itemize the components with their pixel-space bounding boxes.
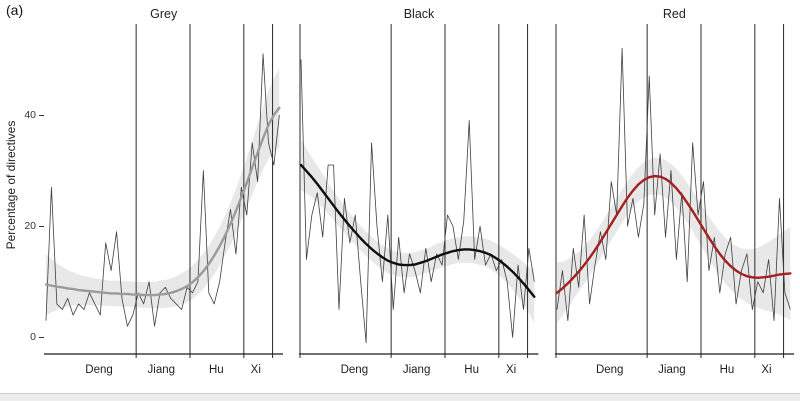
y-tick-mark: [39, 337, 44, 339]
confidence-band: [301, 139, 535, 323]
y-tick-label-0: 0: [30, 331, 36, 344]
facet-title-grey: Grey: [150, 7, 178, 21]
smoothed-trend-line: [44, 106, 281, 297]
era-label-xi: Xi: [761, 364, 772, 376]
facet-title-black: Black: [403, 7, 435, 21]
plot-area-grey: [44, 24, 284, 358]
era-label-deng: Deng: [340, 364, 369, 376]
y-tick-label-20: 20: [24, 220, 36, 233]
y-tick-mark: [39, 114, 44, 116]
era-label-jiang: Jiang: [402, 364, 431, 376]
era-label-xi: Xi: [506, 364, 517, 376]
confidence-band: [556, 157, 790, 324]
x-axis-era-labels-grey: Deng Jiang Hu Xi: [44, 362, 283, 380]
plot-area-red: [554, 24, 794, 358]
era-label-deng: Deng: [595, 364, 624, 376]
smoothed-trend-line: [555, 174, 792, 295]
figure-letter: (a): [6, 2, 24, 18]
era-label-hu: Hu: [208, 364, 224, 376]
era-label-jiang: Jiang: [147, 364, 176, 376]
plot-area-black: [299, 24, 539, 358]
x-axis-era-labels-black: Deng Jiang Hu Xi: [299, 362, 538, 380]
facet-panel-grey: Grey Deng Jiang Hu Xi: [44, 6, 284, 380]
era-label-hu: Hu: [719, 364, 735, 376]
smoothed-trend-line: [300, 163, 536, 298]
y-axis: 0 20 40: [0, 22, 44, 362]
era-label-deng: Deng: [85, 364, 113, 376]
raw-series-line: [300, 59, 536, 344]
raw-series-line: [556, 47, 791, 322]
facet-title-red: Red: [662, 7, 686, 21]
era-label-xi: Xi: [250, 364, 261, 376]
era-label-jiang: Jiang: [658, 364, 686, 376]
facet-panels: Grey Deng Jiang Hu Xi Black Deng Jiang Hu Xi R…: [44, 6, 794, 380]
y-tick-label-40: 40: [24, 108, 36, 121]
confidence-band: [46, 67, 280, 316]
facet-panel-black: Black Deng Jiang Hu Xi: [299, 6, 539, 380]
facet-panel-red: Red Deng Jiang Hu Xi: [554, 6, 794, 380]
y-tick-mark: [39, 226, 44, 228]
x-axis-era-labels-red: Deng Jiang Hu Xi: [555, 362, 794, 380]
era-label-hu: Hu: [464, 364, 479, 376]
page-bottom-strip: [0, 393, 800, 401]
